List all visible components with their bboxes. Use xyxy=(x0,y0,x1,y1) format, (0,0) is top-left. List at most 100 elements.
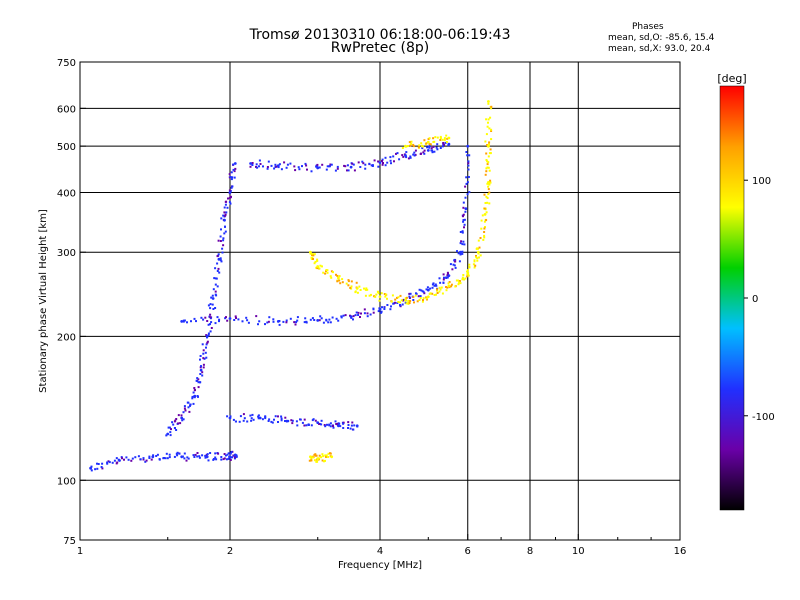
data-point xyxy=(192,454,195,457)
data-point xyxy=(324,459,326,462)
data-point xyxy=(246,319,249,322)
data-point xyxy=(442,281,445,284)
data-point xyxy=(483,193,486,196)
data-point xyxy=(225,316,227,319)
data-point xyxy=(363,308,366,311)
data-point xyxy=(334,420,337,423)
data-point xyxy=(337,319,340,322)
data-point xyxy=(405,151,408,154)
data-point xyxy=(445,276,448,279)
data-point xyxy=(461,252,464,255)
data-point xyxy=(188,410,191,413)
data-point xyxy=(486,201,489,204)
data-point xyxy=(205,356,208,359)
data-point xyxy=(183,407,186,410)
data-point xyxy=(330,276,333,279)
data-point xyxy=(226,453,229,456)
data-point xyxy=(480,227,483,230)
data-point xyxy=(488,143,490,146)
data-point xyxy=(204,316,207,319)
data-point xyxy=(479,254,482,257)
data-point xyxy=(473,260,476,263)
data-point xyxy=(215,277,218,280)
data-point xyxy=(468,154,471,157)
data-point xyxy=(483,220,486,223)
data-point xyxy=(214,307,217,309)
data-point xyxy=(447,284,451,288)
data-point xyxy=(418,288,421,291)
data-point xyxy=(207,459,210,462)
data-point xyxy=(219,235,222,238)
data-point xyxy=(97,463,100,465)
data-point xyxy=(450,283,453,286)
data-point xyxy=(165,452,168,455)
data-point xyxy=(180,416,184,420)
data-point xyxy=(397,301,400,303)
data-point xyxy=(280,417,283,420)
data-point xyxy=(464,207,468,211)
data-point xyxy=(419,297,422,299)
data-point xyxy=(142,458,145,461)
data-point xyxy=(452,263,455,266)
data-point xyxy=(202,363,205,366)
data-point xyxy=(341,281,344,284)
data-point xyxy=(334,169,337,172)
data-point xyxy=(227,457,230,460)
data-point xyxy=(351,421,354,424)
data-point xyxy=(205,334,208,337)
data-point xyxy=(123,458,125,461)
data-point xyxy=(413,151,416,154)
y-axis-label: Stationary phase Virtual Height [km] xyxy=(38,209,49,393)
data-point xyxy=(483,207,486,210)
data-point xyxy=(226,319,229,322)
data-point xyxy=(304,162,307,165)
data-point xyxy=(233,456,236,459)
data-point xyxy=(285,321,288,324)
data-point xyxy=(197,386,200,389)
data-point xyxy=(277,166,280,169)
data-point xyxy=(197,378,200,381)
data-point xyxy=(467,160,470,163)
data-point xyxy=(148,455,151,458)
data-point xyxy=(212,308,215,310)
data-point xyxy=(193,394,197,398)
x-tick-label: 6 xyxy=(465,546,471,557)
data-point xyxy=(283,161,286,164)
data-point xyxy=(178,452,181,455)
data-point xyxy=(459,253,462,256)
data-point xyxy=(325,455,327,458)
data-point xyxy=(152,454,155,457)
data-point xyxy=(337,424,340,428)
data-point xyxy=(461,276,464,279)
data-point xyxy=(409,292,412,295)
data-point xyxy=(214,452,217,455)
data-point xyxy=(217,452,220,455)
data-point xyxy=(318,267,321,270)
data-point xyxy=(204,351,207,354)
data-point xyxy=(339,425,342,428)
data-point xyxy=(435,284,438,287)
data-point xyxy=(228,173,231,176)
data-point xyxy=(223,453,226,455)
data-point xyxy=(454,266,457,269)
data-point xyxy=(223,218,226,222)
data-point xyxy=(418,144,421,147)
data-point xyxy=(207,323,210,326)
data-point xyxy=(326,271,329,274)
data-point xyxy=(294,169,297,172)
data-point xyxy=(325,270,327,273)
data-point xyxy=(371,165,374,167)
data-point xyxy=(413,301,415,304)
data-point xyxy=(422,151,425,154)
data-point xyxy=(251,162,254,164)
data-point xyxy=(228,189,231,192)
data-point xyxy=(264,323,266,326)
data-point xyxy=(488,191,491,194)
data-point xyxy=(336,274,339,277)
data-point xyxy=(475,255,477,257)
data-point xyxy=(278,163,281,166)
data-point xyxy=(250,417,253,420)
data-point xyxy=(316,166,320,170)
data-point xyxy=(235,317,237,319)
data-point xyxy=(355,424,359,428)
